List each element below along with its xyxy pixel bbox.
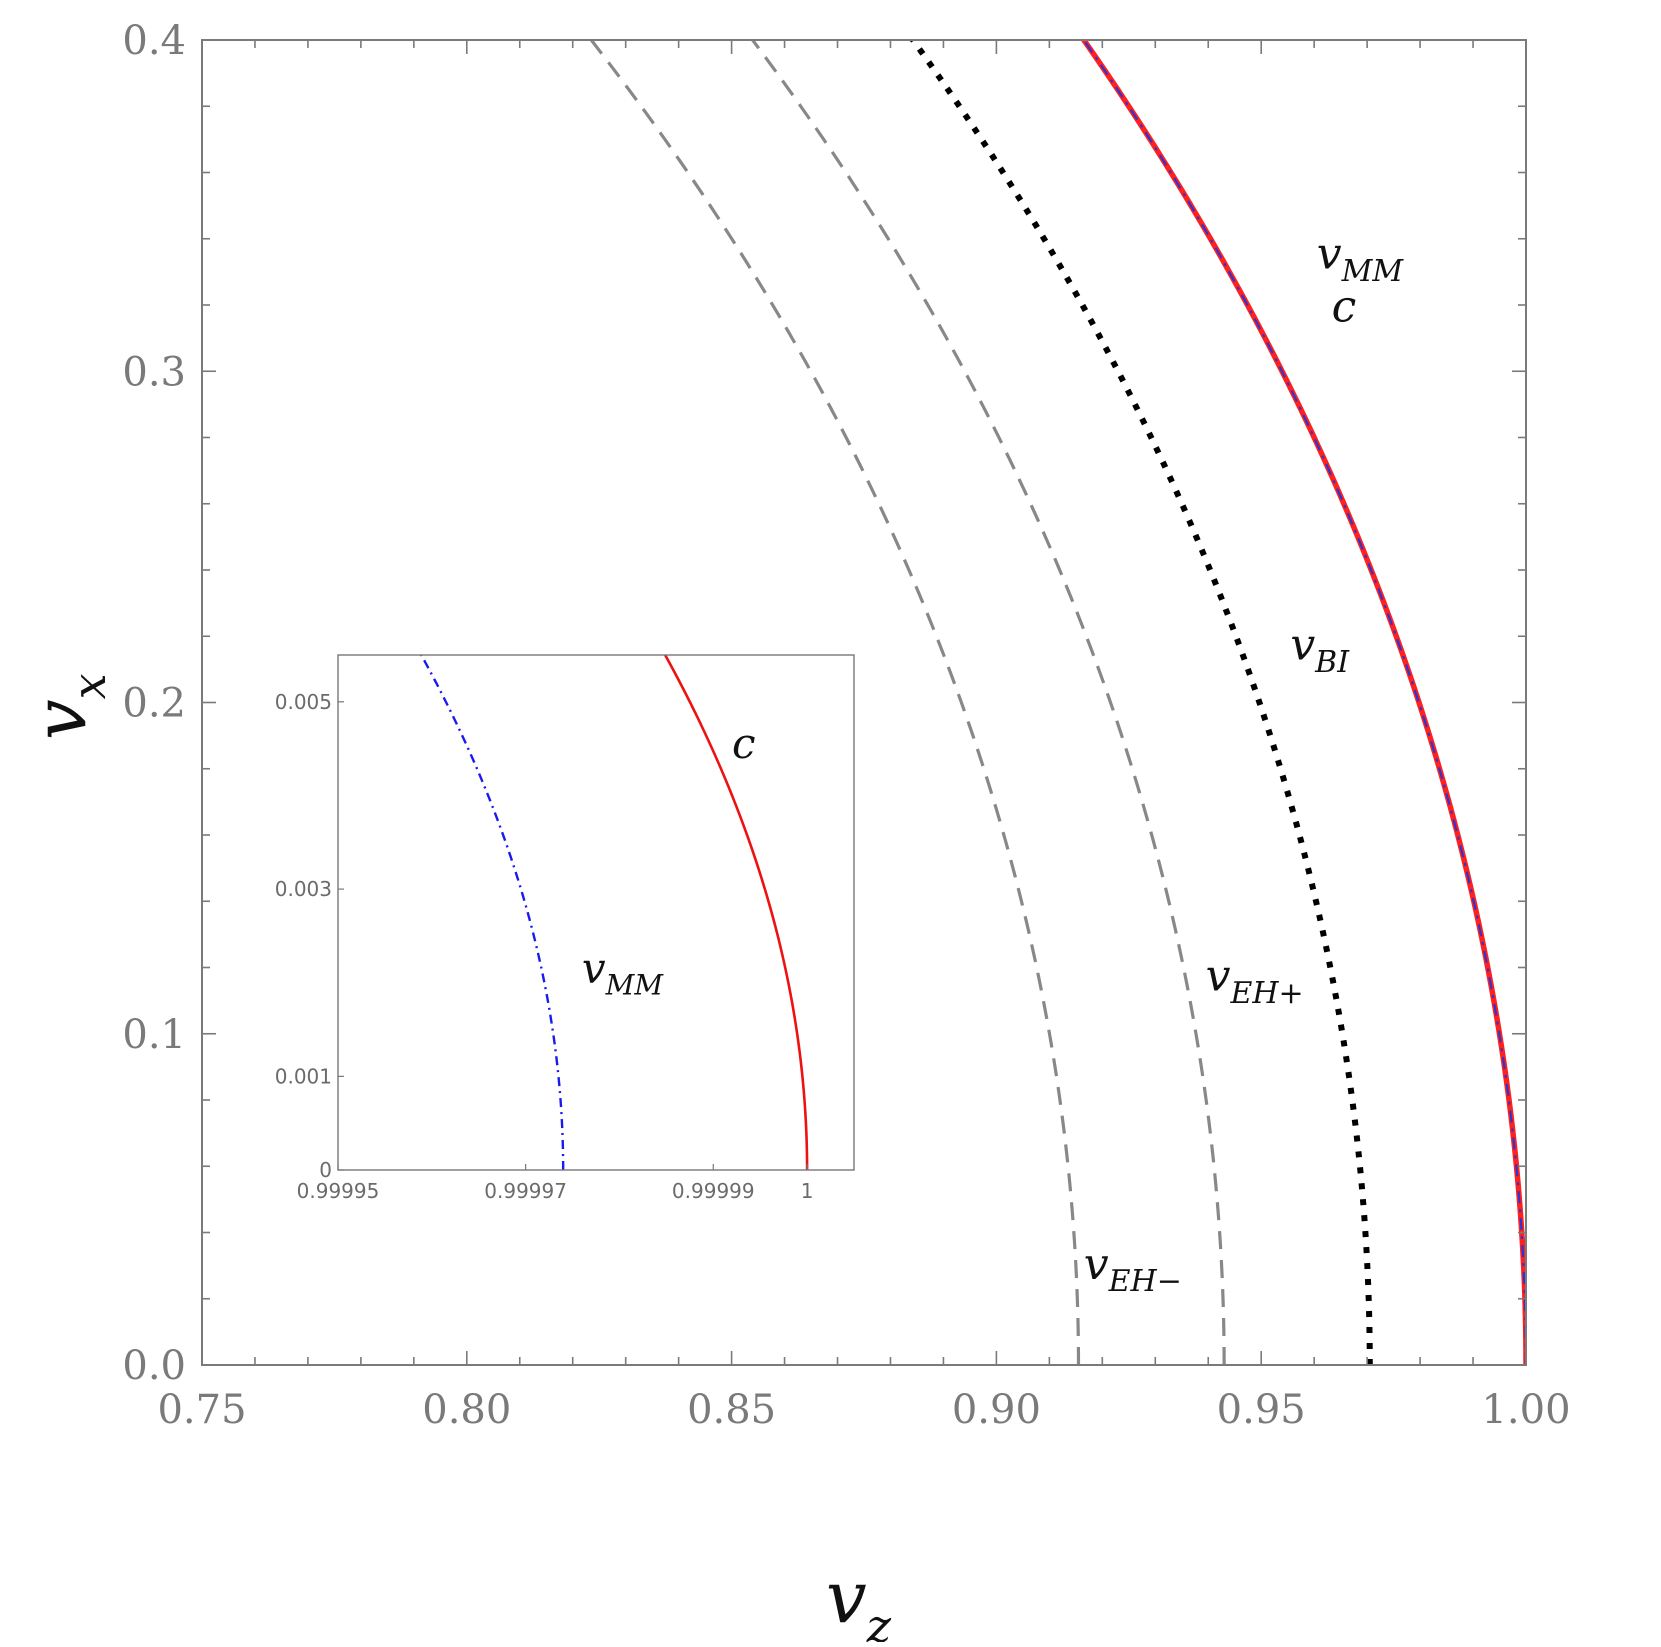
inset-y-tick-label: 0.005 [275, 690, 332, 714]
x-tick-label: 0.75 [157, 1387, 246, 1433]
inset-curves [419, 655, 809, 1170]
x-tick-label: 0.95 [1217, 1387, 1306, 1433]
x-tick-label: 0.80 [422, 1387, 511, 1433]
x-axis-label-subscript: z [866, 1599, 892, 1642]
curve-label: vEH− [1084, 1239, 1182, 1299]
inset-curve-label: c [732, 719, 756, 768]
inset-y-tick-label: 0.003 [275, 877, 332, 901]
y-tick-label: 0.0 [122, 1343, 186, 1389]
x-tick-label: 0.85 [687, 1387, 776, 1433]
inset-series-line-1 [419, 655, 565, 1170]
y-tick-label: 0.2 [122, 681, 186, 727]
curve-label-subscript: EH− [1108, 1264, 1182, 1299]
curve-label-base: v [1317, 229, 1342, 280]
main-plot: 0.75 0.80 0.85 0.90 0.95 1.00 0.0 0.1 0.2 0.3 0.4 v… [18, 18, 1571, 1647]
curve-label: c [1332, 282, 1357, 333]
inset-y-tick-label: 0.001 [275, 1064, 332, 1088]
curve-label-base: c [1332, 282, 1357, 333]
main-ticks [201, 39, 1527, 1366]
inset-curve-label-subscript: MM [605, 968, 665, 1001]
inset-curve-label-base: v [582, 944, 606, 993]
inset-y-tick-label: 0 [319, 1158, 332, 1182]
series-line-1 [750, 40, 1226, 1365]
inset-frame [337, 654, 855, 1171]
x-axis-label-base: v [826, 1555, 867, 1639]
inset-series-line-0 [663, 655, 809, 1170]
inset-curve-label: vMM [582, 944, 664, 1002]
y-axis-label-base: v [18, 699, 102, 740]
curve-label-subscript: BI [1314, 645, 1350, 680]
curve-label-base: v [1290, 619, 1315, 670]
main-curves [589, 40, 1526, 1365]
inset-x-tick-label: 1 [801, 1179, 814, 1203]
curve-label: vBI [1290, 619, 1350, 679]
series-line-4 [1082, 40, 1526, 1365]
y-axis-label-subscript: x [62, 673, 116, 699]
inset-plot: 0.99995 0.99997 0.99999 1 0 0.001 0.003 0.005 c v… [275, 654, 855, 1203]
curve-label-subscript: EH+ [1229, 976, 1303, 1011]
curve-label-base: v [1084, 1239, 1109, 1290]
inset-ticks [337, 701, 808, 1171]
x-axis-label: vz [826, 1555, 892, 1642]
y-axis-label: vx [18, 673, 116, 740]
curve-label: vMM [1317, 229, 1405, 289]
inset-x-tick-label: 0.99997 [484, 1179, 567, 1203]
inset-x-tick-label: 0.99995 [297, 1179, 380, 1203]
curve-label: vEH+ [1206, 951, 1304, 1011]
curve-label-subscript: MM [1341, 254, 1405, 289]
series-line-0 [589, 40, 1081, 1365]
y-tick-label: 0.4 [122, 18, 186, 64]
inset-x-tick-label: 0.99999 [672, 1179, 755, 1203]
curve-label-base: v [1206, 951, 1231, 1002]
y-tick-label: 0.3 [122, 349, 186, 395]
inset-curve-label-base: c [732, 719, 756, 768]
x-tick-label: 0.90 [952, 1387, 1041, 1433]
series-line-2 [909, 40, 1373, 1365]
inset-background [338, 655, 854, 1170]
x-tick-label: 1.00 [1481, 1387, 1570, 1433]
series-line-3 [1080, 40, 1526, 1365]
y-tick-label: 0.1 [122, 1012, 186, 1058]
